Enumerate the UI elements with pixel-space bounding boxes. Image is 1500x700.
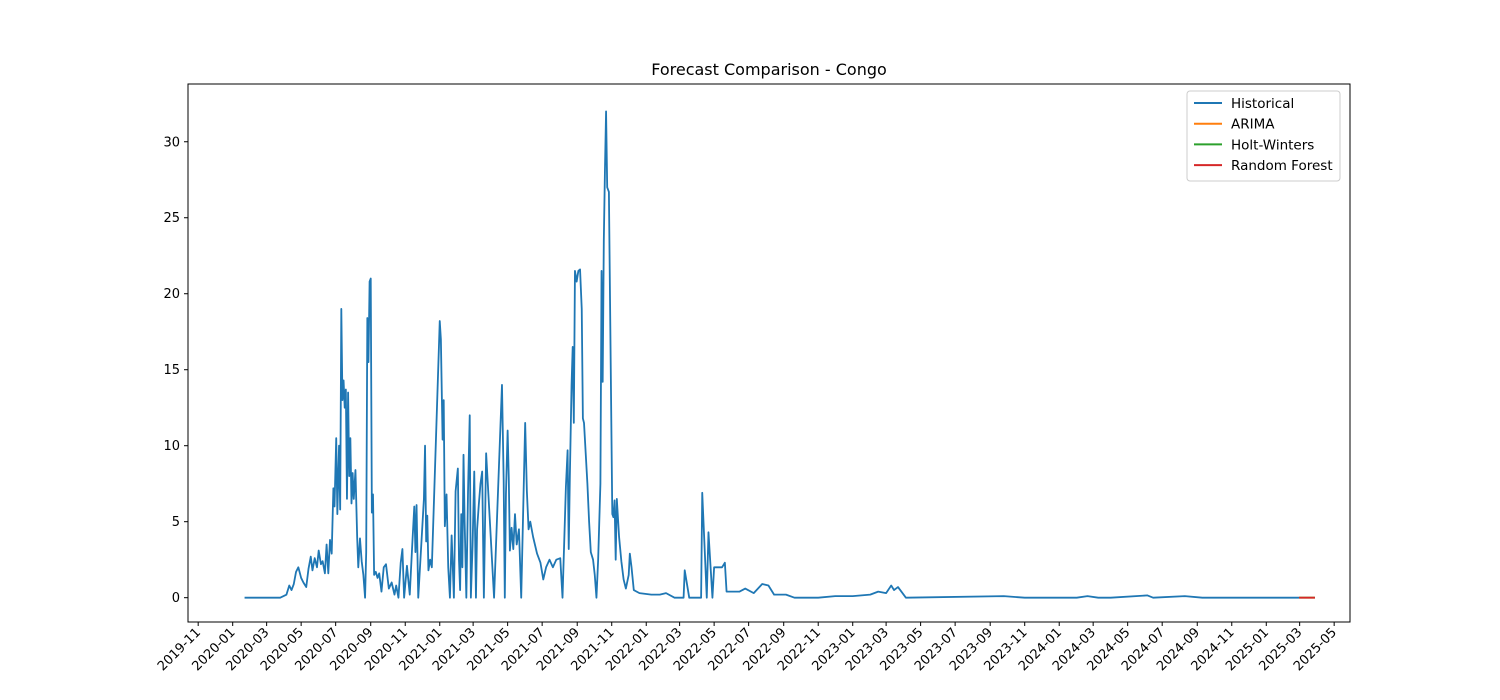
legend-box	[1186, 90, 1341, 182]
plot-area	[244, 110, 1315, 599]
legend-label: Holt-Winters	[1231, 137, 1314, 153]
plot-frame	[187, 83, 1351, 623]
legend: Historical ARIMA Holt-Winters Random Forest	[1186, 90, 1341, 182]
y-tick-label: 25	[163, 211, 180, 226]
y-tick-label: 20	[163, 287, 180, 302]
x-axis: 2019-112020-012020-032020-052020-072020-…	[155, 622, 1340, 674]
y-tick-label: 10	[163, 439, 180, 454]
y-axis: 0 5 10 15 20 25 30	[163, 135, 188, 606]
legend-label: Random Forest	[1231, 158, 1333, 174]
legend-label: ARIMA	[1231, 117, 1275, 133]
legend-label: Historical	[1231, 96, 1294, 112]
y-tick-label: 30	[163, 135, 180, 150]
chart-title: Forecast Comparison - Congo	[651, 60, 887, 79]
y-tick-label: 5	[172, 515, 180, 530]
y-tick-label: 0	[172, 591, 180, 606]
y-tick-label: 15	[163, 363, 180, 378]
series-line-historical	[244, 110, 1300, 599]
